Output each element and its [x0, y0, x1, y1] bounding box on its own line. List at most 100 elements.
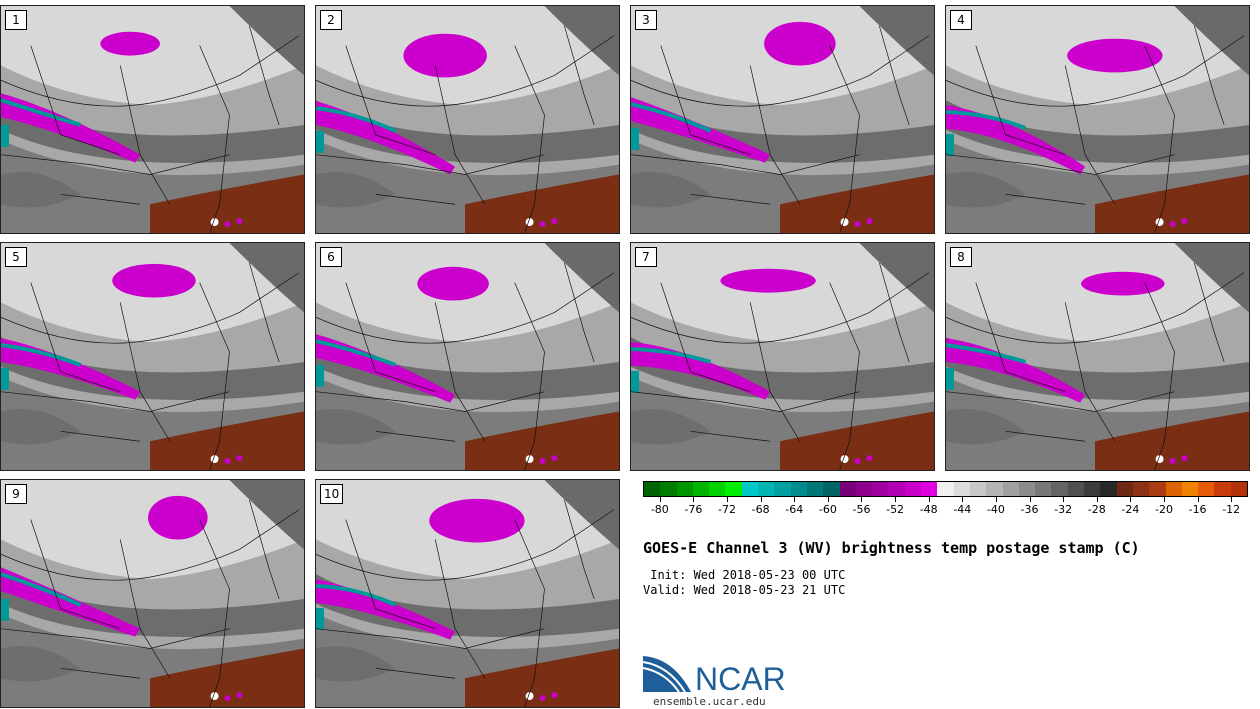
colorbar-segment — [806, 482, 824, 496]
colorbar-segment — [660, 482, 677, 496]
colorbar-tick-label: -64 — [785, 503, 804, 516]
colorbar-tick — [1231, 497, 1233, 502]
colorbar-segment — [1132, 482, 1150, 496]
panel-number: 8 — [950, 247, 972, 267]
colorbar-tick-label: -56 — [852, 503, 871, 516]
init-time: Init: Wed 2018-05-23 00 UTC — [643, 568, 846, 582]
colorbar-segment — [1198, 482, 1215, 496]
panel-number: 9 — [5, 484, 27, 504]
map-panel: 10 — [315, 479, 620, 708]
colorbar-tick-label: -44 — [953, 503, 972, 516]
colorbar-tick — [1096, 497, 1098, 502]
colorbar-segment — [1018, 482, 1036, 496]
colorbar-segment — [644, 482, 661, 496]
map-panel: 2 — [315, 5, 620, 234]
colorbar-tick-label: -36 — [1020, 503, 1039, 516]
colorbar-tick — [760, 497, 762, 502]
colorbar-tick — [693, 497, 695, 502]
colorbar-tick — [1163, 497, 1165, 502]
map-panel: 8 — [945, 242, 1250, 471]
ncar-logo: NCAR — [643, 656, 786, 694]
colorbar-segment — [1181, 482, 1199, 496]
map-panel: 3 — [630, 5, 935, 234]
colorbar-segment — [986, 482, 1003, 496]
colorbar-tick — [659, 497, 661, 502]
colorbar-tick — [895, 497, 897, 502]
colorbar-tick-label: -24 — [1121, 503, 1140, 516]
colorbar-tick-label: -60 — [818, 503, 837, 516]
map-panel: 9 — [0, 479, 305, 708]
colorbar-segment — [1084, 482, 1101, 496]
colorbar-segment — [1165, 482, 1182, 496]
colorbar-tick — [1063, 497, 1065, 502]
colorbar-ticks: -80 -76 -72 -68 -64 -60 -56 -52 -48 -44 -40 -36 -32 -… — [643, 497, 1248, 517]
map-panel: 6 — [315, 242, 620, 471]
panel-number: 5 — [5, 247, 27, 267]
colorbar-tick — [1197, 497, 1199, 502]
colorbar — [643, 481, 1248, 497]
colorbar-tick — [962, 497, 964, 502]
colorbar-segment — [1067, 482, 1085, 496]
colorbar-segment — [1116, 482, 1133, 496]
panel-number: 7 — [635, 247, 657, 267]
colorbar-tick-label: -20 — [1154, 503, 1173, 516]
colorbar-segment — [1035, 482, 1052, 496]
colorbar-tick — [1029, 497, 1031, 502]
colorbar-segment — [741, 482, 759, 496]
colorbar-segment — [1100, 482, 1117, 496]
colorbar-segment — [888, 482, 905, 496]
panel-number: 3 — [635, 10, 657, 30]
map-panel: 1 — [0, 5, 305, 234]
colorbar-segment — [1230, 482, 1247, 496]
logo-text: NCAR — [695, 661, 786, 694]
panel-number: 6 — [320, 247, 342, 267]
colorbar-tick-label: -12 — [1222, 503, 1241, 516]
colorbar-segment — [855, 482, 873, 496]
valid-time: Valid: Wed 2018-05-23 21 UTC — [643, 583, 846, 597]
colorbar-tick-label: -52 — [886, 503, 905, 516]
colorbar-tick-label: -40 — [986, 503, 1005, 516]
map-panel: 5 — [0, 242, 305, 471]
colorbar-tick — [827, 497, 829, 502]
colorbar-tick-label: -68 — [751, 503, 770, 516]
colorbar-tick-label: -48 — [919, 503, 938, 516]
colorbar-segment — [921, 482, 938, 496]
colorbar-segment — [1214, 482, 1231, 496]
colorbar-tick-label: -32 — [1054, 503, 1073, 516]
colorbar-tick-label: -28 — [1087, 503, 1106, 516]
colorbar-tick — [1130, 497, 1132, 502]
colorbar-segment — [823, 482, 840, 496]
colorbar-tick — [727, 497, 729, 502]
colorbar-segment — [676, 482, 693, 496]
colorbar-tick — [794, 497, 796, 502]
map-panel: 4 — [945, 5, 1250, 234]
colorbar-segment — [937, 482, 954, 496]
colorbar-segment — [1051, 482, 1068, 496]
panel-number: 4 — [950, 10, 972, 30]
colorbar-segment — [839, 482, 856, 496]
colorbar-segment — [725, 482, 742, 496]
colorbar-segment — [969, 482, 987, 496]
panel-number: 1 — [5, 10, 27, 30]
colorbar-segment — [953, 482, 970, 496]
panel-number: 10 — [320, 484, 344, 504]
colorbar-tick-label: -16 — [1188, 503, 1207, 516]
colorbar-segment — [872, 482, 889, 496]
colorbar-tick-label: -80 — [650, 503, 669, 516]
colorbar-tick — [928, 497, 930, 502]
colorbar-tick — [995, 497, 997, 502]
colorbar-tick-label: -76 — [684, 503, 703, 516]
colorbar-segment — [790, 482, 807, 496]
colorbar-segment — [1149, 482, 1166, 496]
logo-url: ensemble.ucar.edu — [653, 695, 766, 708]
colorbar-segment — [709, 482, 726, 496]
colorbar-segment — [692, 482, 710, 496]
colorbar-segment — [758, 482, 775, 496]
colorbar-segment — [1002, 482, 1019, 496]
colorbar-segment — [774, 482, 791, 496]
colorbar-tick-label: -72 — [718, 503, 736, 516]
colorbar-segment — [904, 482, 922, 496]
panel-number: 2 — [320, 10, 342, 30]
map-panel: 7 — [630, 242, 935, 471]
colorbar-tick — [861, 497, 863, 502]
